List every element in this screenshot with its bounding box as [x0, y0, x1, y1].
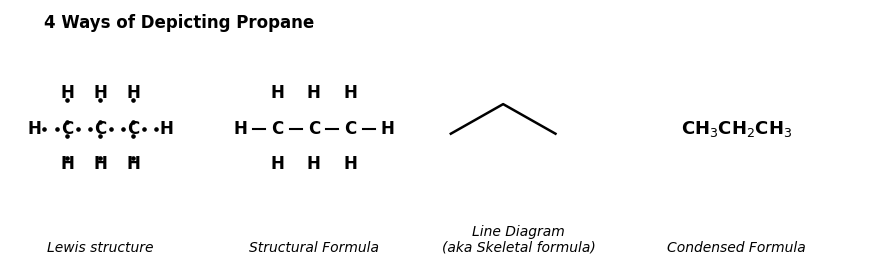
Text: H: H — [307, 155, 321, 173]
Text: H: H — [93, 84, 107, 102]
Text: C: C — [61, 120, 73, 138]
Text: C: C — [127, 120, 140, 138]
Text: C: C — [308, 120, 320, 138]
Text: H: H — [270, 155, 284, 173]
Text: CH$_3$CH$_2$CH$_3$: CH$_3$CH$_2$CH$_3$ — [681, 119, 793, 139]
Text: H: H — [270, 84, 284, 102]
Text: H: H — [126, 155, 140, 173]
Text: H: H — [93, 155, 107, 173]
Text: H: H — [60, 84, 74, 102]
Text: Lewis structure: Lewis structure — [47, 241, 153, 255]
Text: H: H — [126, 84, 140, 102]
Text: Condensed Formula: Condensed Formula — [667, 241, 807, 255]
Text: H: H — [380, 120, 394, 138]
Text: Structural Formula: Structural Formula — [249, 241, 379, 255]
Text: C: C — [344, 120, 357, 138]
Text: C: C — [271, 120, 283, 138]
Text: H: H — [234, 120, 248, 138]
Text: H: H — [344, 155, 358, 173]
Text: Line Diagram
(aka Skeletal formula): Line Diagram (aka Skeletal formula) — [442, 225, 596, 255]
Text: 4 Ways of Depicting Propane: 4 Ways of Depicting Propane — [44, 14, 314, 32]
Text: H: H — [307, 84, 321, 102]
Text: H: H — [60, 155, 74, 173]
Text: C: C — [94, 120, 106, 138]
Text: H: H — [160, 120, 174, 138]
Text: H: H — [27, 120, 41, 138]
Text: H: H — [344, 84, 358, 102]
